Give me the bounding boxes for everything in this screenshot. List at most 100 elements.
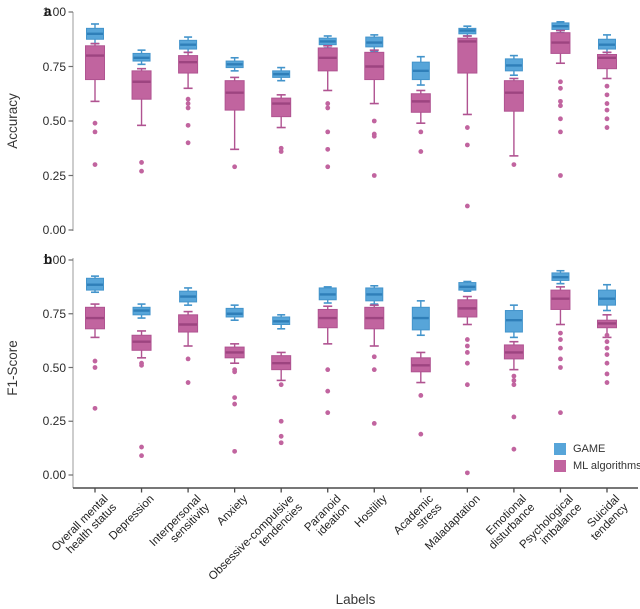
legend-item-game: GAME [554, 443, 640, 455]
outlier-dot [185, 101, 191, 106]
outlier-dot [464, 382, 470, 388]
outlier-dot [371, 133, 377, 139]
outlier-dot [604, 352, 610, 357]
outlier-dot [185, 105, 191, 111]
outlier-dot [464, 343, 470, 349]
outlier-dot [371, 173, 377, 178]
outlier-dot [511, 378, 517, 383]
outlier-dot [325, 146, 331, 152]
y-tick-label: 1.00 [42, 253, 66, 267]
outlier-dot [464, 470, 470, 476]
outlier-dot [278, 149, 284, 154]
y-tick-label: 0.75 [42, 59, 66, 74]
box-iqr [131, 70, 152, 100]
outlier-dot [558, 410, 563, 416]
y-tick-label: 1.00 [42, 5, 66, 19]
box-iqr [410, 93, 431, 113]
outlier-dot [185, 140, 191, 146]
outlier-dot [558, 173, 563, 178]
y-tick-label: 0.00 [42, 223, 66, 237]
outlier-dot [604, 360, 610, 366]
outlier-dot [371, 354, 377, 360]
y-tick-label: 0.75 [42, 306, 66, 321]
outlier-dot [278, 382, 284, 388]
outlier-dot [139, 362, 144, 368]
outlier-dot [604, 371, 610, 377]
box-iqr [224, 80, 245, 111]
outlier-dot [511, 382, 517, 388]
outlier-dot [558, 337, 563, 342]
outlier-dot [604, 345, 610, 351]
outlier-dot [604, 332, 610, 338]
outlier-dot [558, 85, 563, 91]
y-axis-title-accuracy: Accuracy [5, 93, 20, 149]
box-iqr [503, 80, 524, 112]
outlier-dot [511, 414, 517, 420]
outlier-dot [558, 103, 563, 109]
outlier-dot [371, 118, 377, 124]
legend-swatch-game [554, 443, 566, 455]
outlier-dot [418, 129, 424, 135]
y-tick-label: 0.50 [42, 360, 66, 375]
outlier-dot [185, 356, 191, 362]
outlier-dot [325, 410, 331, 416]
outlier-dot [464, 142, 470, 148]
outlier-dot [139, 160, 144, 165]
outlier-dot [558, 116, 563, 122]
outlier-dot [558, 79, 563, 85]
outlier-dot [371, 421, 377, 426]
box-iqr [317, 47, 338, 72]
outlier-dot [278, 440, 284, 446]
outlier-dot [558, 98, 563, 104]
outlier-dot [464, 125, 470, 130]
outlier-dot [558, 345, 563, 351]
outlier-dot [185, 122, 191, 128]
outlier-dot [604, 339, 610, 345]
y-tick-label: 0.00 [42, 468, 66, 482]
outlier-dot [232, 401, 238, 407]
outlier-dot [558, 129, 563, 135]
outlier-dot [604, 92, 610, 98]
outlier-dot [139, 444, 144, 450]
box-iqr [457, 37, 478, 74]
outlier-dot [325, 129, 331, 135]
outlier-dot [558, 365, 563, 370]
y-tick-label: 0.25 [42, 168, 66, 183]
outlier-dot [418, 431, 424, 437]
outlier-dot [92, 365, 98, 370]
outlier-dot [325, 105, 331, 111]
outlier-dot [325, 367, 331, 373]
outlier-dot [604, 125, 610, 130]
outlier-dot [511, 162, 517, 168]
legend-label-game: GAME [573, 443, 606, 455]
y-tick-label: 0.50 [42, 114, 66, 128]
outlier-dot [604, 101, 610, 106]
outlier-dot [139, 453, 144, 459]
outlier-dot [92, 120, 98, 126]
outlier-dot [604, 83, 610, 89]
outlier-dot [558, 356, 563, 362]
outlier-dot [278, 418, 284, 424]
outlier-dot [464, 337, 470, 342]
outlier-dot [232, 164, 238, 170]
outlier-dot [511, 446, 517, 452]
outlier-dot [418, 149, 424, 154]
outlier-dot [604, 116, 610, 122]
outlier-dot [558, 330, 563, 336]
outlier-dot [185, 380, 191, 385]
outlier-dot [464, 350, 470, 355]
outlier-dot [232, 395, 238, 400]
box-iqr [178, 55, 199, 74]
outlier-dot [185, 96, 191, 102]
outlier-dot [604, 107, 610, 113]
box-iqr [85, 45, 105, 81]
outlier-dot [232, 448, 238, 454]
panel-a-letter: a [44, 4, 52, 19]
y-tick-label: 0.25 [42, 414, 66, 429]
outlier-dot [92, 162, 98, 168]
outlier-dot [371, 367, 377, 373]
outlier-dot [92, 358, 98, 364]
